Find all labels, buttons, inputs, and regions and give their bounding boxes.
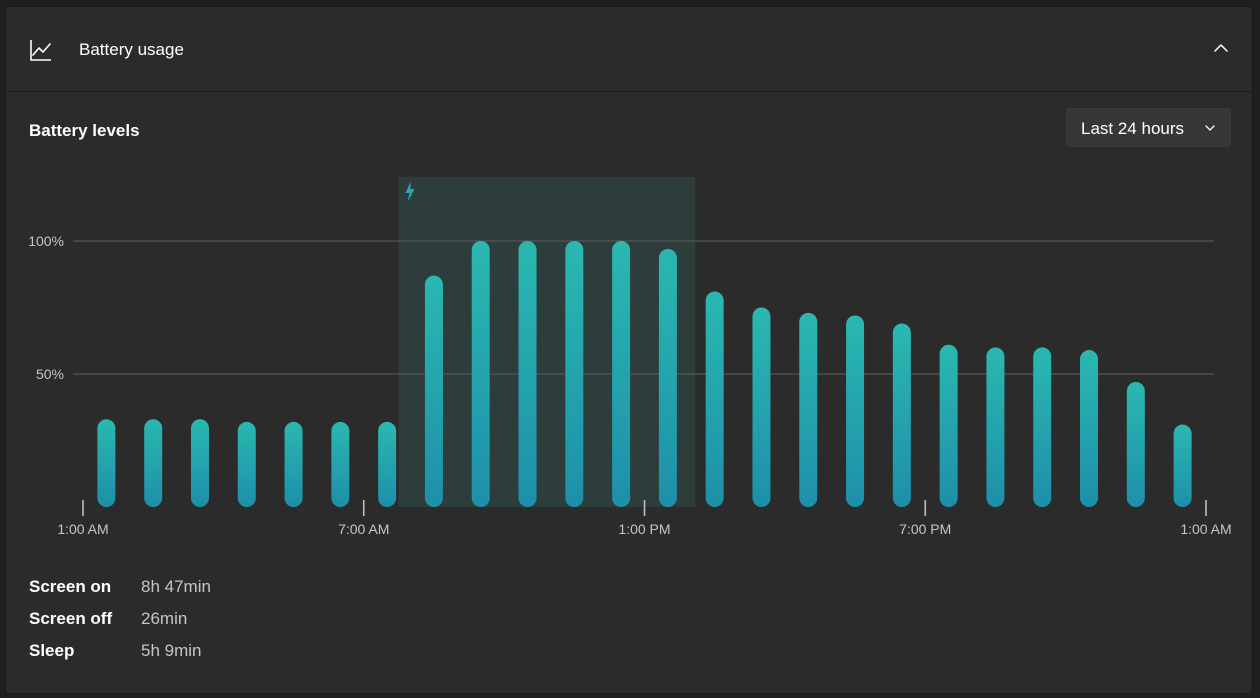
battery-bar[interactable] xyxy=(986,347,1005,507)
battery-bar[interactable] xyxy=(424,275,443,507)
battery-bar[interactable] xyxy=(237,421,256,507)
usage-label: Screen off xyxy=(29,609,113,628)
time-range-dropdown[interactable]: Last 24 hours xyxy=(1066,108,1231,147)
battery-bar[interactable] xyxy=(97,419,116,507)
battery-bar[interactable] xyxy=(1126,381,1145,507)
battery-usage-panel: Battery usage Battery levels Last 24 hou… xyxy=(5,6,1253,694)
section-title: Battery levels xyxy=(29,121,140,140)
battery-bar[interactable] xyxy=(846,315,865,507)
battery-bar[interactable] xyxy=(612,241,631,507)
battery-bar[interactable] xyxy=(705,291,724,507)
usage-value: 26min xyxy=(141,609,188,628)
charging-period-band xyxy=(398,177,696,507)
battery-bar[interactable] xyxy=(378,421,397,507)
x-tick-label: 7:00 PM xyxy=(899,521,951,537)
usage-value: 5h 9min xyxy=(141,641,202,660)
x-tick-label: 1:00 AM xyxy=(1180,521,1231,537)
battery-usage-header[interactable]: Battery usage xyxy=(6,7,1252,92)
battery-bar[interactable] xyxy=(799,312,818,507)
battery-bar[interactable] xyxy=(471,241,490,507)
battery-bar[interactable] xyxy=(752,307,771,508)
x-tick-label: 7:00 AM xyxy=(338,521,389,537)
battery-bar[interactable] xyxy=(565,241,584,507)
line-chart-icon xyxy=(30,40,51,61)
time-range-value: Last 24 hours xyxy=(1081,119,1185,138)
battery-bar[interactable] xyxy=(1080,350,1099,507)
lightning-bolt-icon xyxy=(405,182,415,202)
chevron-down-icon xyxy=(1205,125,1215,131)
battery-bar[interactable] xyxy=(518,241,537,507)
battery-bar[interactable] xyxy=(190,419,209,507)
battery-bar[interactable] xyxy=(658,248,677,508)
battery-bar[interactable] xyxy=(284,421,303,507)
usage-label: Sleep xyxy=(29,641,75,660)
battery-bar[interactable] xyxy=(1033,347,1052,507)
x-tick-label: 1:00 PM xyxy=(618,521,670,537)
usage-label: Screen on xyxy=(29,577,112,596)
battery-bar[interactable] xyxy=(144,419,163,507)
x-tick-label: 1:00 AM xyxy=(57,521,108,537)
y-tick-label: 100% xyxy=(28,233,64,249)
battery-levels-chart: 50% 100% 1:00 AM 7:00 AM 1:00 PM 7:00 PM 1:00… xyxy=(28,177,1232,537)
battery-bar[interactable] xyxy=(939,344,958,507)
chevron-up-icon[interactable] xyxy=(1212,39,1230,57)
battery-bar[interactable] xyxy=(331,421,350,507)
y-tick-label: 50% xyxy=(36,366,64,382)
header-title: Battery usage xyxy=(79,40,184,59)
battery-bar[interactable] xyxy=(1173,424,1192,507)
battery-bar[interactable] xyxy=(892,323,911,507)
usage-value: 8h 47min xyxy=(141,577,211,596)
